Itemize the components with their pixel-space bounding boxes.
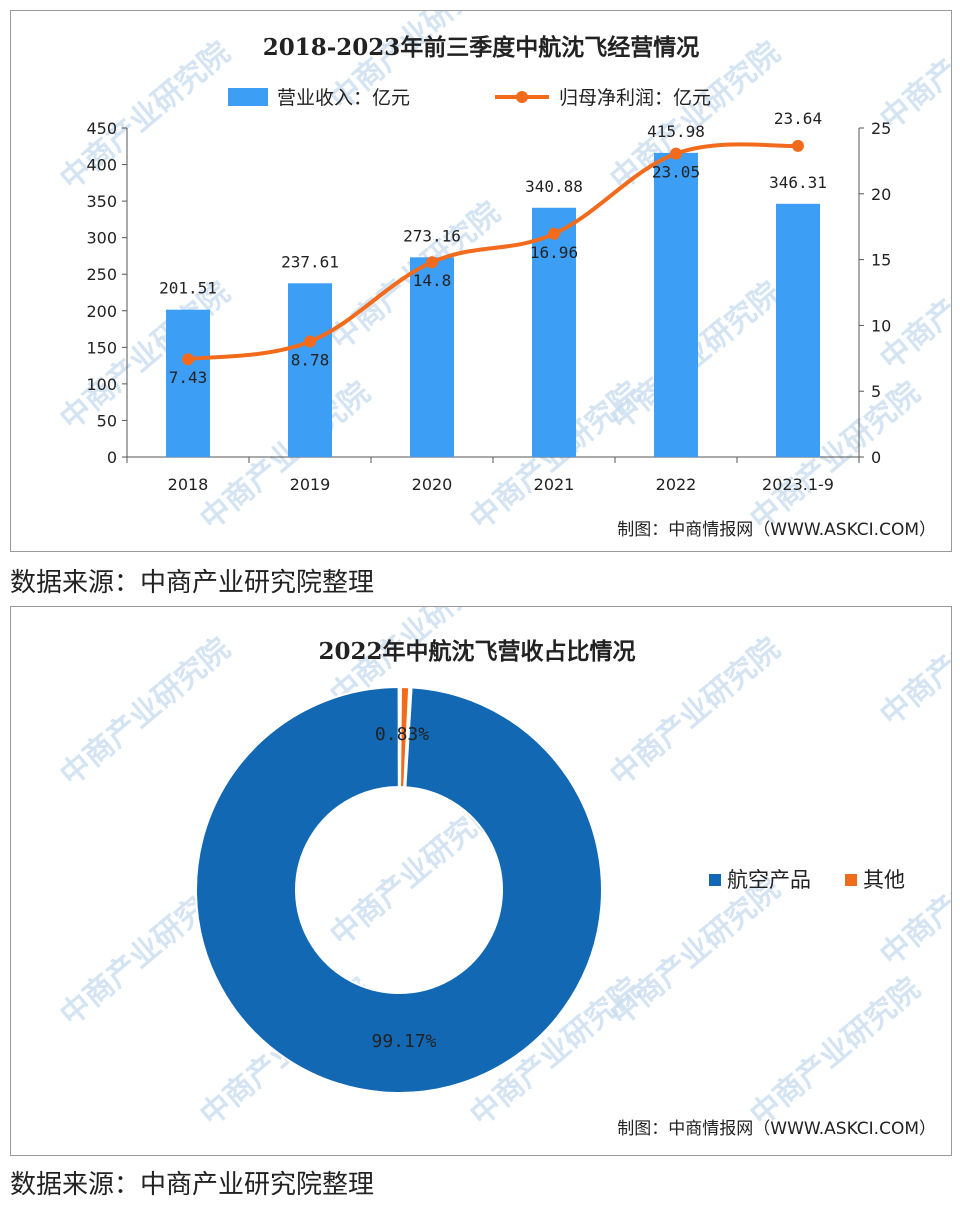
data-source-note: 数据来源：中商产业研究院整理 (10, 568, 375, 598)
legend-swatch (845, 874, 857, 886)
y-left-tick-label: 450 (86, 119, 117, 138)
x-tick-label: 2022 (656, 475, 697, 494)
bar-value-label: 346.31 (769, 173, 827, 192)
profit-point (792, 139, 804, 152)
revenue-profit-chart-panel: 中商产业研究院 中商产业研究院 中商产业研究院 中商产业研究院 中商产业研究院 中商产业研… (10, 0, 960, 552)
y-left-tick-label: 300 (86, 229, 117, 248)
profit-value-label: 7.43 (169, 368, 208, 387)
legend-label-revenue: 营业收入：亿元 (277, 87, 410, 109)
line-series (182, 139, 804, 366)
x-tick-label: 2021 (534, 475, 575, 494)
y-left-tick-label: 150 (86, 338, 117, 357)
y-right-tick-label: 15 (871, 251, 891, 270)
bar-value-label: 340.88 (525, 177, 583, 196)
revenue-share-chart-panel: 中商产业研究院 中商产业研究院 中商产业研究院 中商产业研究院 中商产业研究院 中商产业研… (10, 551, 960, 1156)
profit-value-label: 8.78 (291, 350, 330, 369)
profit-value-label: 23.64 (774, 109, 822, 128)
donut-slice-aviation (195, 685, 603, 1094)
y-left-tick-label: 250 (86, 265, 117, 284)
watermark-text: 中商产业研究院 (54, 35, 237, 197)
bar (654, 152, 698, 457)
watermark-text: 中商产业研究院 (874, 607, 951, 733)
legend-swatch-revenue (228, 88, 268, 106)
y-right-tick-label: 5 (871, 382, 881, 401)
legend-marker-profit (516, 91, 528, 103)
profit-line (187, 142, 799, 362)
donut-label-other: 0.83% (375, 724, 429, 745)
profit-point (182, 353, 194, 366)
bar-value-label: 201.51 (159, 279, 217, 298)
watermark-text: 中商产业研究院 (874, 215, 951, 377)
x-tick-label: 2020 (412, 475, 453, 494)
y-right-tick-label: 10 (871, 316, 891, 335)
x-tick-label: 2018 (168, 475, 209, 494)
donut-slice-other (399, 686, 411, 789)
profit-value-label: 16.96 (530, 243, 578, 262)
watermark-text: 中商产业研究院 (744, 971, 927, 1133)
watermark-text: 中商产业研究院 (194, 375, 377, 537)
watermark-text: 中商产业研究院 (744, 375, 927, 537)
y-left-tick-label: 350 (86, 192, 117, 211)
profit-point (548, 227, 560, 240)
chart-credit: 制图：中商情报网（WWW.ASKCI.COM） (617, 1119, 936, 1139)
x-tick-label: 2023.1-9 (762, 475, 834, 494)
bar (410, 257, 454, 457)
profit-point (304, 335, 316, 348)
profit-point (670, 147, 682, 160)
donut-labels: 99.17% 0.83% (371, 724, 436, 1052)
legend-swatch (709, 874, 721, 886)
donut-legend: 航空产品 其他 (709, 868, 905, 892)
legend-label-profit: 归母净利润：亿元 (559, 87, 711, 109)
y-right-tick-label: 25 (871, 119, 891, 138)
profit-value-label: 14.8 (413, 271, 452, 290)
donut-slices (195, 685, 603, 1094)
chart-title: 2018-2023年前三季度中航沈飞经营情况 (263, 34, 700, 61)
data-labels: 201.51 237.61 273.16 340.88 415.98 346.31 7.43… (159, 109, 827, 387)
donut-label-aviation: 99.17% (371, 1031, 436, 1052)
chart-credit: 制图：中商情报网（WWW.ASKCI.COM） (617, 520, 936, 540)
legend-label: 航空产品 (727, 868, 811, 892)
y-left-tick-label: 50 (97, 411, 117, 430)
y-left-tick-label: 200 (86, 302, 117, 321)
profit-point (426, 256, 438, 269)
data-source-note: 数据来源：中商产业研究院整理 (10, 1170, 375, 1200)
y-left-tick-label: 400 (86, 156, 117, 175)
bar-value-label: 273.16 (403, 226, 461, 245)
bar (776, 203, 820, 457)
axes: 0 50 100 150 200 250 300 350 400 450 0 5 10 15 20 25 201… (86, 119, 891, 494)
y-left-tick-label: 100 (86, 375, 117, 394)
y-left-tick-label: 0 (107, 448, 117, 467)
chart-title: 2022年中航沈飞营收占比情况 (318, 638, 635, 665)
watermark-text: 中商产业研究院 (874, 811, 951, 973)
bar-value-label: 415.98 (647, 122, 705, 141)
watermark-text: 中商产业研究院 (54, 631, 237, 793)
bar-value-label: 237.61 (281, 252, 339, 271)
bar (532, 207, 576, 457)
legend-label: 其他 (863, 868, 905, 892)
profit-value-label: 23.05 (652, 163, 700, 182)
bar (288, 283, 332, 457)
y-right-tick-label: 0 (871, 448, 881, 467)
x-tick-label: 2019 (290, 475, 331, 494)
y-right-tick-label: 20 (871, 185, 891, 204)
bar (166, 309, 210, 457)
bar-series (166, 152, 820, 457)
